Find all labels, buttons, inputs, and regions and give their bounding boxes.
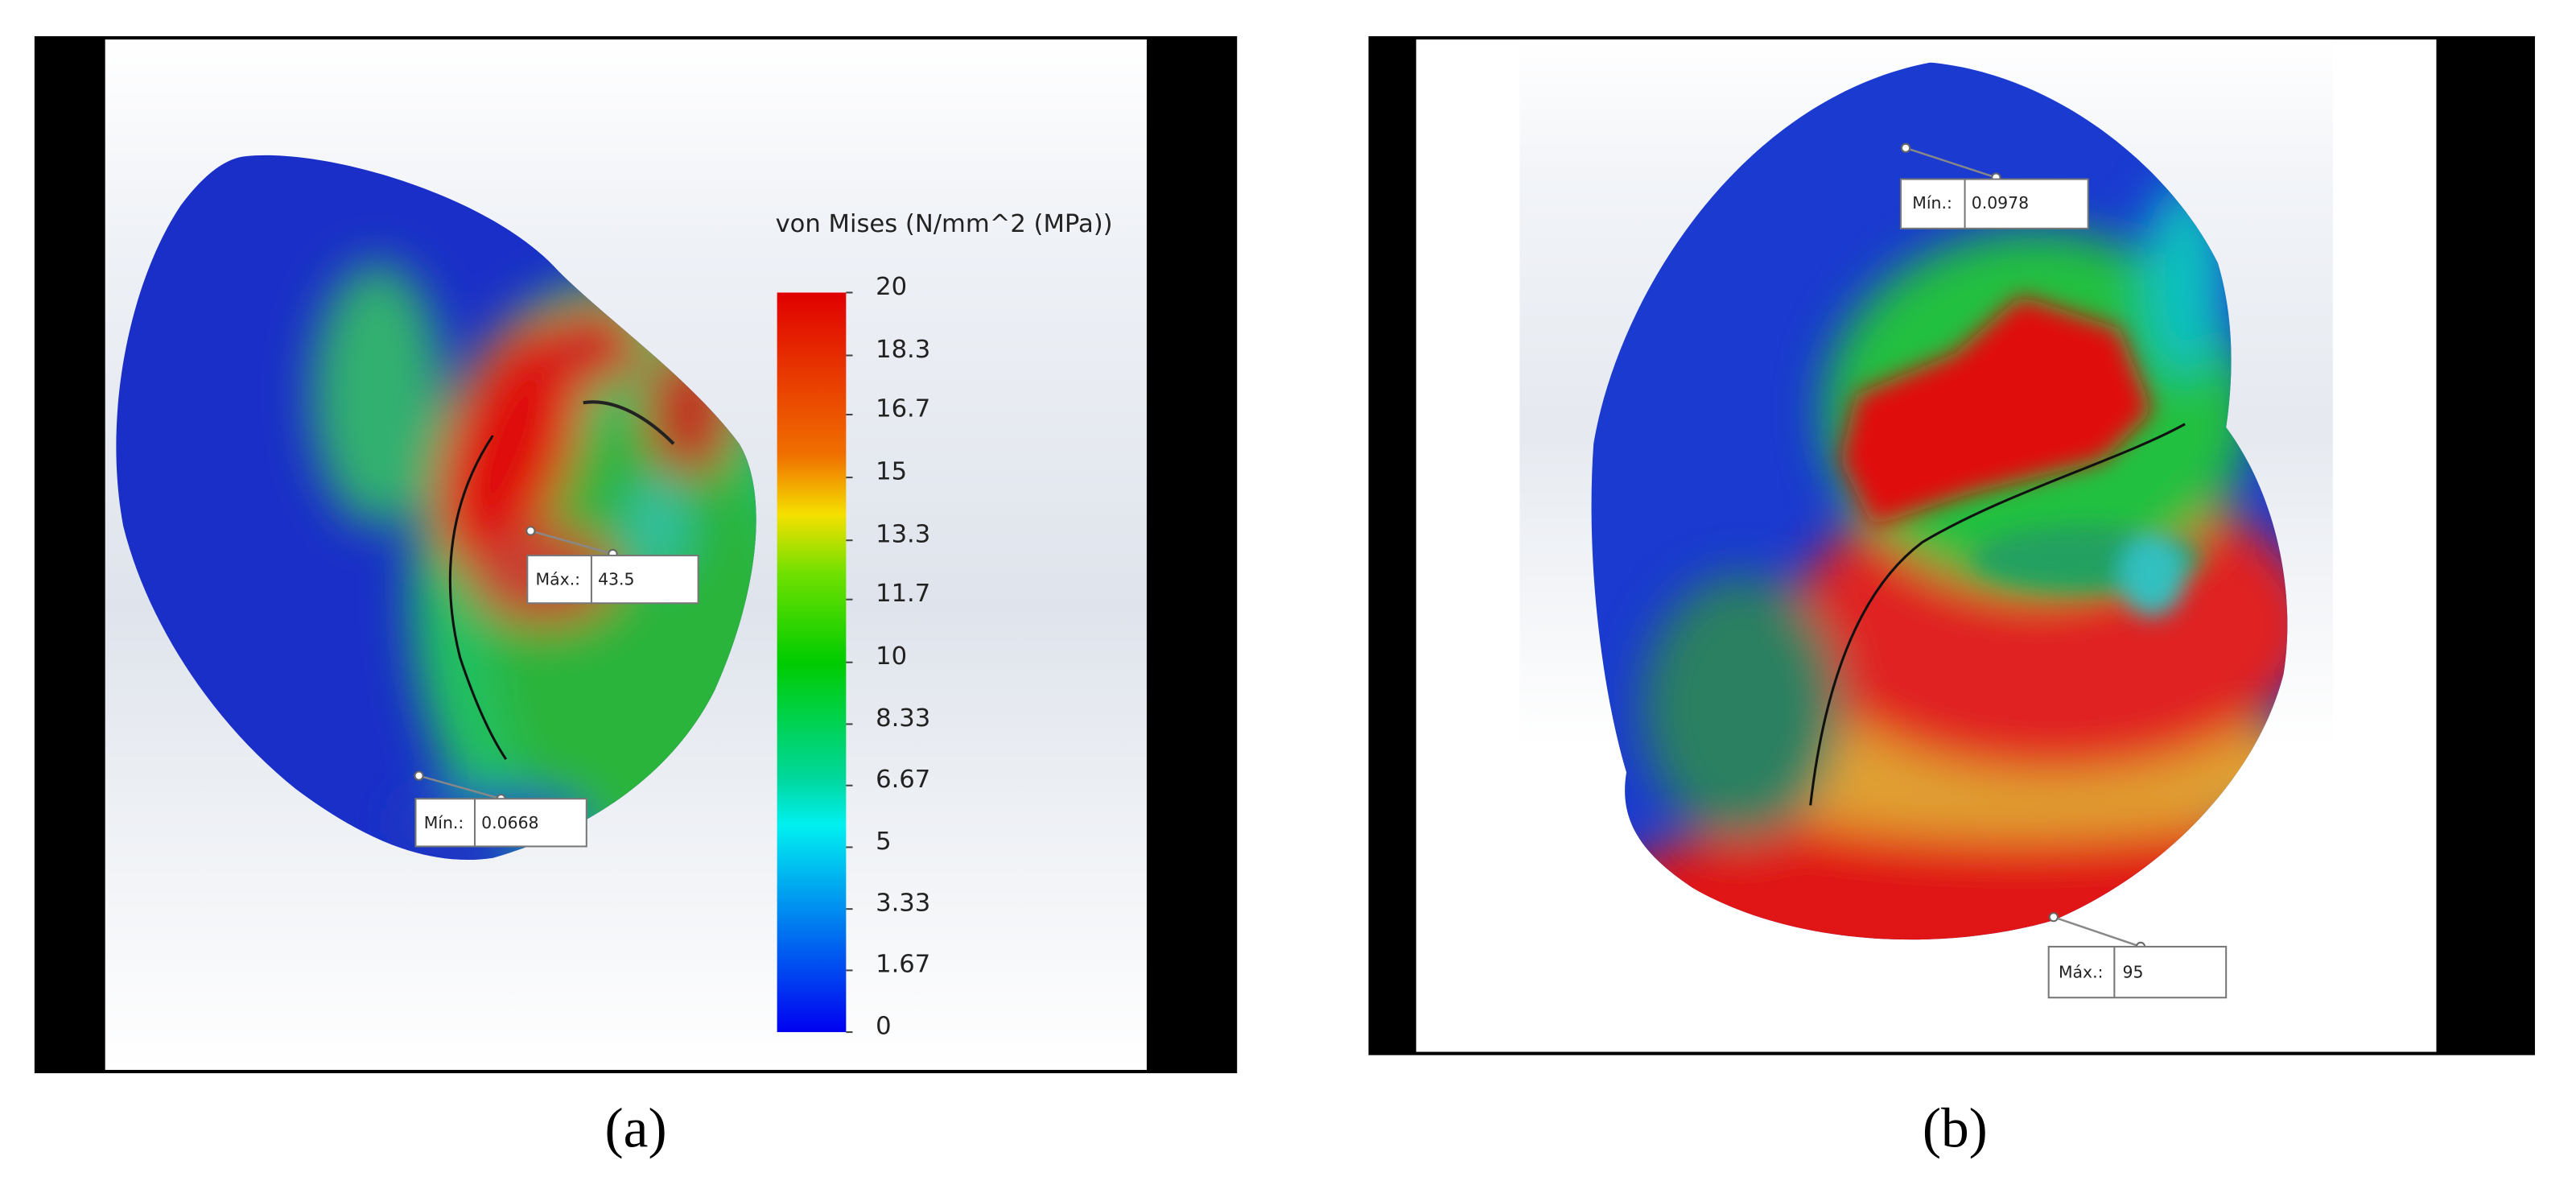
annotation-label: Mín.:	[1912, 193, 1952, 213]
panel-b: Mín.: 0.0978 Máx.: 95 (b)	[1368, 35, 2535, 1160]
colorbar-tick-label: 16.7	[876, 394, 930, 423]
caption: (a)	[605, 1098, 667, 1160]
annotation: Máx.: 43.5	[526, 526, 699, 605]
colorbar-tick-label: 6.67	[876, 766, 930, 794]
colorbar-tick-label: 15	[876, 457, 907, 485]
colorbar-tick-label: 10	[876, 642, 907, 671]
annotation: Mín.: 0.0978	[1899, 142, 2089, 229]
colorbar-ticks: 20 18.3 16.7 15 13.3 11.7 10 8.33 6.67 5 3.33 1.67 0	[846, 273, 930, 1040]
colorbar-tick-label: 5	[876, 828, 891, 856]
annotation-label: Mín.:	[424, 813, 464, 832]
colorbar-tick-label: 3.33	[876, 890, 930, 918]
annotation-label: Máx.:	[536, 570, 581, 589]
colorbar-tick-label: 18.3	[876, 336, 930, 364]
annotation-value: 0.0978	[1972, 193, 2029, 213]
caption: (b)	[1923, 1098, 1988, 1160]
annotation-value: 95	[2123, 963, 2144, 982]
annotation: Mín.: 0.0668	[414, 770, 587, 848]
colorbar-title: von Mises (N/mm^2 (MPa))	[776, 210, 1113, 238]
annotation-value: 0.0668	[481, 813, 538, 832]
colorbar-tick-label: 0	[876, 1012, 891, 1040]
annotation-label: Máx.:	[2059, 963, 2104, 982]
colorbar-tick-label: 11.7	[876, 580, 930, 608]
panel-a: von Mises (N/mm^2 (MPa)) 20 18.3 16.7 15 13.…	[34, 35, 1238, 1160]
colorbar-tick-label: 8.33	[876, 704, 930, 733]
annotation-value: 43.5	[598, 570, 634, 589]
colorbar-tick-label: 1.67	[876, 951, 930, 979]
colorbar-tick-label: 13.3	[876, 521, 930, 549]
annotation: Máx.: 95	[2047, 912, 2228, 999]
colorbar-tick-label: 20	[876, 273, 907, 301]
model	[1591, 62, 2288, 940]
colorbar	[777, 292, 847, 1033]
